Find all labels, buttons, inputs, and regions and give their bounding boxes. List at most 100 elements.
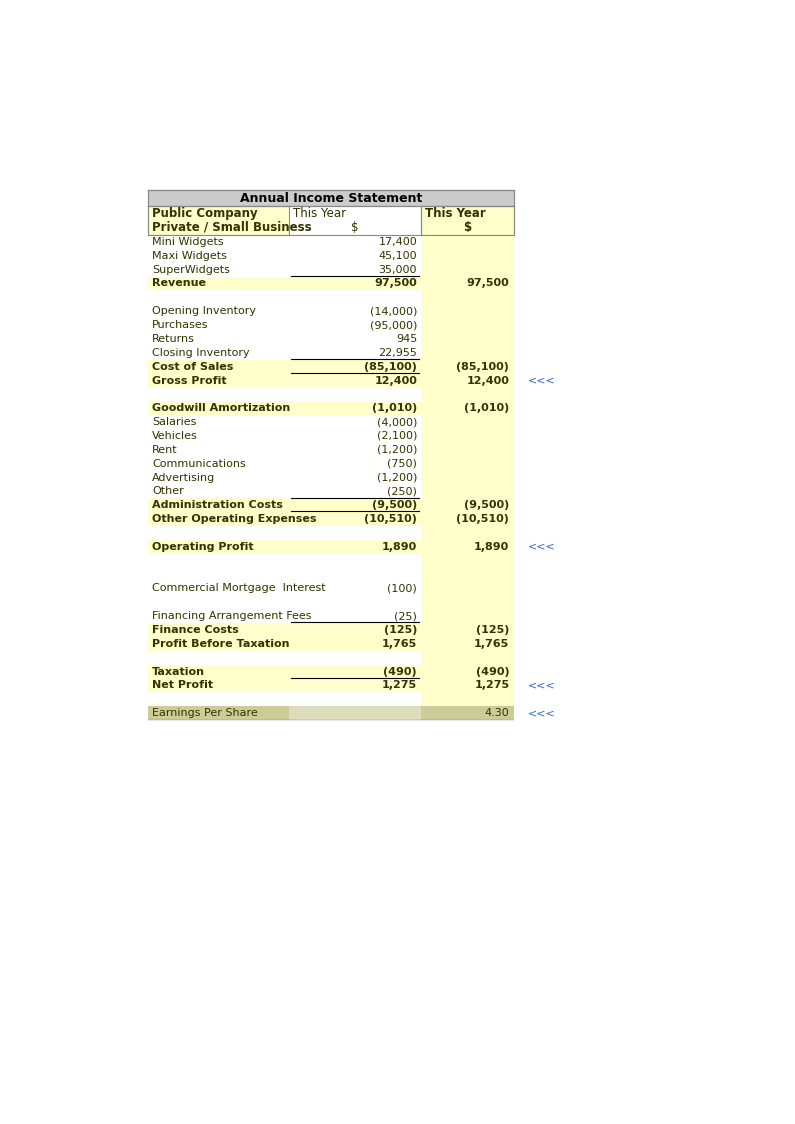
Text: Public Company: Public Company	[152, 207, 258, 220]
Text: <<<: <<<	[528, 708, 556, 718]
Bar	[148, 513, 289, 526]
Text: This Year: This Year	[425, 207, 486, 220]
Bar	[289, 443, 421, 456]
Text: Profit Before Taxation: Profit Before Taxation	[152, 638, 289, 649]
Text: Returns: Returns	[152, 334, 195, 344]
Bar	[148, 401, 289, 415]
Bar	[148, 706, 289, 720]
Text: This Year: This Year	[293, 207, 347, 220]
Bar	[289, 277, 421, 290]
Text: $: $	[463, 220, 471, 234]
Text: Goodwill Amortization: Goodwill Amortization	[152, 404, 290, 414]
Bar	[148, 206, 289, 235]
Text: SuperWidgets: SuperWidgets	[152, 264, 230, 274]
Bar	[148, 360, 289, 373]
Text: Advertising: Advertising	[152, 472, 215, 482]
Text: (4,000): (4,000)	[377, 417, 417, 427]
Bar	[421, 235, 514, 720]
Bar	[289, 318, 421, 332]
Bar	[289, 332, 421, 346]
Bar	[148, 609, 289, 623]
Text: (85,100): (85,100)	[456, 362, 510, 372]
Bar	[289, 554, 421, 568]
Text: Other: Other	[152, 487, 184, 497]
Bar	[148, 623, 289, 637]
Bar	[148, 415, 289, 429]
Bar	[148, 456, 289, 471]
Bar	[148, 581, 289, 596]
Bar	[148, 498, 289, 513]
Text: (1,200): (1,200)	[377, 472, 417, 482]
Bar	[289, 263, 421, 277]
Text: (95,000): (95,000)	[370, 320, 417, 330]
Bar	[289, 305, 421, 318]
Text: Operating Profit: Operating Profit	[152, 542, 254, 552]
Bar	[148, 471, 289, 484]
Bar	[289, 415, 421, 429]
Bar	[148, 540, 289, 554]
Bar	[148, 305, 289, 318]
Text: 97,500: 97,500	[467, 279, 510, 289]
Text: (14,000): (14,000)	[370, 306, 417, 316]
Text: (9,500): (9,500)	[464, 500, 510, 510]
Bar	[148, 526, 289, 540]
Bar	[289, 471, 421, 484]
Text: 1,275: 1,275	[382, 680, 417, 690]
Bar	[148, 664, 289, 679]
Text: Revenue: Revenue	[152, 279, 206, 289]
Text: <<<: <<<	[528, 542, 556, 552]
Bar	[289, 637, 421, 651]
Text: 45,100: 45,100	[378, 251, 417, 261]
Bar	[289, 526, 421, 540]
Text: (125): (125)	[476, 625, 510, 635]
Bar	[148, 290, 289, 305]
Bar	[148, 388, 289, 401]
Bar	[289, 692, 421, 706]
Text: 1,890: 1,890	[382, 542, 417, 552]
Text: (85,100): (85,100)	[364, 362, 417, 372]
Bar	[148, 692, 289, 706]
Text: Private / Small Business: Private / Small Business	[152, 220, 312, 234]
Text: (100): (100)	[387, 583, 417, 593]
Text: 945: 945	[396, 334, 417, 344]
Text: 1,765: 1,765	[474, 638, 510, 649]
Bar	[148, 190, 514, 206]
Text: (750): (750)	[387, 459, 417, 469]
Text: Cost of Sales: Cost of Sales	[152, 362, 234, 372]
Bar	[148, 637, 289, 651]
Text: Salaries: Salaries	[152, 417, 196, 427]
Bar	[421, 206, 514, 235]
Bar	[289, 679, 421, 692]
Bar	[289, 664, 421, 679]
Text: (125): (125)	[384, 625, 417, 635]
Text: 12,400: 12,400	[374, 375, 417, 386]
Text: 22,955: 22,955	[378, 347, 417, 357]
Bar	[289, 206, 421, 235]
Bar	[148, 554, 289, 568]
Text: (25): (25)	[394, 611, 417, 622]
Bar	[289, 651, 421, 664]
Bar	[289, 235, 421, 248]
Text: Rent: Rent	[152, 445, 178, 455]
Bar	[289, 484, 421, 498]
Text: (10,510): (10,510)	[364, 514, 417, 524]
Text: (1,010): (1,010)	[464, 404, 510, 414]
Text: Purchases: Purchases	[152, 320, 208, 330]
Text: 12,400: 12,400	[467, 375, 510, 386]
Text: Earnings Per Share: Earnings Per Share	[152, 708, 258, 718]
Text: 4.30: 4.30	[485, 708, 510, 718]
Bar	[289, 346, 421, 360]
Bar	[289, 706, 421, 720]
Text: (9,500): (9,500)	[372, 500, 417, 510]
Text: (2,100): (2,100)	[377, 430, 417, 441]
Text: Administration Costs: Administration Costs	[152, 500, 283, 510]
Text: (250): (250)	[387, 487, 417, 497]
Bar	[289, 498, 421, 513]
Bar	[289, 360, 421, 373]
Bar	[289, 456, 421, 471]
Bar	[148, 277, 289, 290]
Bar	[289, 401, 421, 415]
Text: 17,400: 17,400	[378, 237, 417, 247]
Bar	[289, 429, 421, 443]
Text: Commercial Mortgage  Interest: Commercial Mortgage Interest	[152, 583, 326, 593]
